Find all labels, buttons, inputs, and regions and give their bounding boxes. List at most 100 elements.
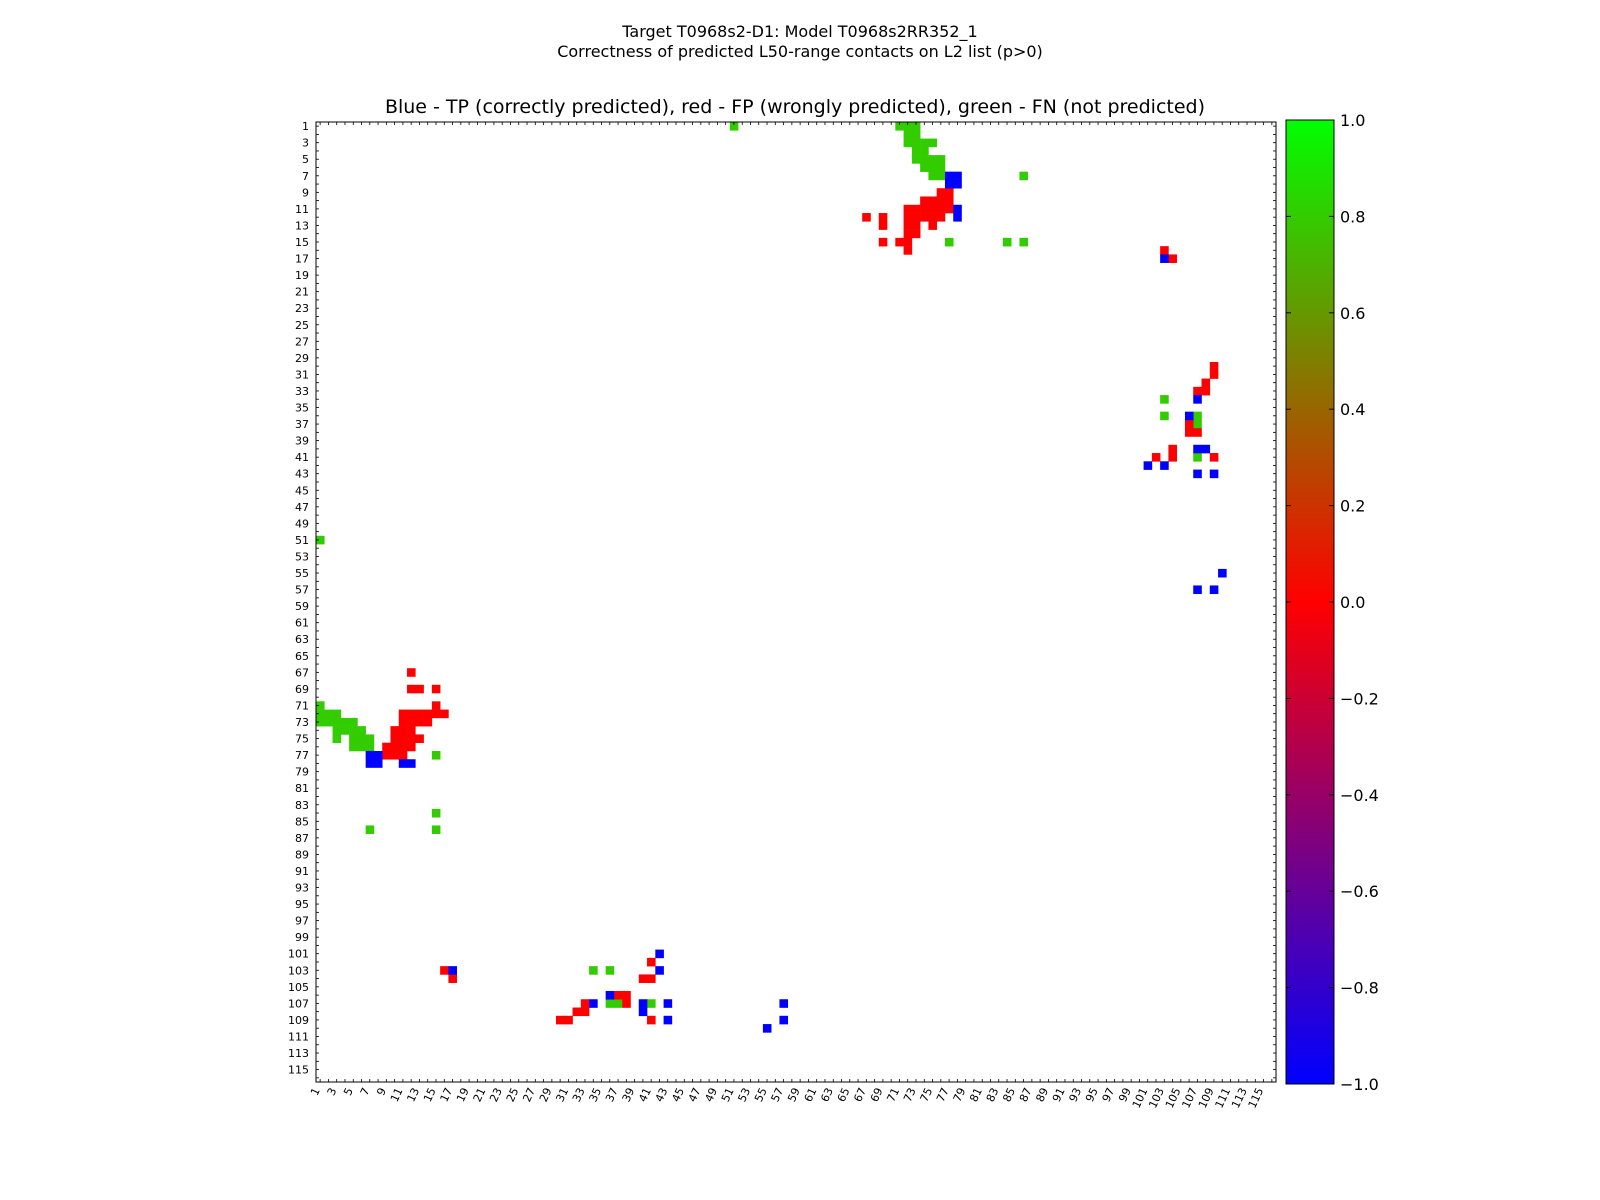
contact-cell-fp	[415, 684, 424, 694]
contact-cell-fp	[398, 750, 408, 760]
contact-cell-fn	[647, 999, 656, 1008]
y-tick-label: 5	[302, 153, 309, 166]
contact-cell-fp	[903, 204, 913, 214]
contact-cell-tp	[1143, 461, 1153, 470]
colorbar-tick-label: 0.2	[1340, 497, 1365, 516]
y-tick-label: 85	[295, 815, 309, 828]
contact-cell-fn	[903, 122, 913, 131]
contact-cell-fp	[622, 990, 631, 1000]
figure-title-line2: Correctness of predicted L50-range conta…	[557, 42, 1043, 61]
y-tick-label: 71	[295, 699, 309, 712]
x-tick-label: 55	[752, 1086, 770, 1104]
contact-cell-fp	[903, 237, 913, 247]
y-tick-label: 79	[295, 766, 309, 779]
axis-ticks: 1357911131517192123252729313335373941434…	[288, 120, 1276, 1110]
y-tick-label: 55	[295, 567, 309, 580]
contact-cell-fn	[316, 701, 325, 710]
y-tick-label: 91	[295, 865, 309, 878]
y-tick-label: 9	[302, 186, 309, 199]
contact-cell-tp	[663, 999, 673, 1008]
y-tick-label: 65	[295, 650, 309, 663]
contact-cell-fp	[398, 709, 408, 719]
contact-cell-fn	[365, 825, 375, 835]
plot-frame	[315, 121, 1277, 1083]
y-tick-label: 45	[295, 484, 309, 497]
x-tick-label: 75	[918, 1086, 936, 1104]
contact-cell-fp	[895, 237, 904, 247]
contact-cell-fn	[928, 155, 937, 164]
x-tick-label: 97	[1100, 1086, 1118, 1104]
x-tick-label: 13	[404, 1086, 422, 1104]
contact-cell-fp	[1209, 362, 1219, 371]
x-tick-label: 39	[620, 1086, 638, 1104]
x-tick-label: 31	[553, 1086, 571, 1104]
contact-cell-fn	[936, 155, 946, 164]
x-tick-label: 105	[1163, 1086, 1184, 1111]
contact-cell-fn	[1019, 237, 1029, 247]
contact-cell-fn	[349, 726, 358, 735]
contact-cell-fp	[398, 717, 408, 727]
contact-cell-fp	[1209, 370, 1219, 379]
y-tick-label: 75	[295, 733, 309, 746]
contact-cell-fp	[440, 709, 449, 719]
contact-cell-tp	[953, 179, 962, 189]
y-tick-label: 89	[295, 848, 309, 861]
y-tick-label: 57	[295, 584, 309, 597]
contact-cell-fn	[895, 122, 904, 131]
y-tick-label: 21	[295, 286, 309, 299]
x-tick-label: 23	[487, 1086, 505, 1104]
colorbar-tick-label: 0.6	[1340, 304, 1365, 323]
x-tick-label: 21	[471, 1086, 489, 1104]
contact-cell-fn	[324, 717, 333, 727]
y-tick-label: 3	[302, 137, 309, 150]
contact-cell-fn	[324, 709, 333, 719]
contact-cell-fp	[1184, 428, 1194, 437]
contact-cell-fn	[316, 717, 325, 727]
y-tick-label: 25	[295, 319, 309, 332]
contact-cell-fp	[415, 717, 424, 727]
contact-cell-fp	[862, 213, 871, 222]
y-tick-label: 67	[295, 666, 309, 679]
x-tick-label: 45	[669, 1086, 687, 1104]
contact-cell-fp	[407, 726, 416, 735]
y-tick-label: 95	[295, 898, 309, 911]
contact-cell-tp	[373, 750, 383, 760]
contact-cell-fp	[936, 196, 946, 206]
contact-cell-fn	[920, 155, 929, 164]
contact-cell-fp	[911, 213, 921, 222]
y-tick-label: 77	[295, 749, 309, 762]
y-tick-label: 37	[295, 418, 309, 431]
contact-cell-fp	[647, 1015, 656, 1025]
contact-cell-fn	[928, 138, 937, 148]
x-tick-label: 93	[1067, 1086, 1085, 1104]
contact-cell-fp	[1184, 419, 1194, 429]
colorbar: 1.0 0.8 0.6 0.4 0.2 0.0 −0.2 −0.4 −0.6 −0.8 −1.0	[1285, 111, 1379, 1094]
contact-cell-fp	[903, 213, 913, 222]
contact-cell-fp	[1168, 453, 1177, 462]
x-tick-label: 99	[1116, 1086, 1134, 1104]
contact-cell-fn	[928, 171, 937, 181]
contact-cell-fp	[928, 196, 937, 206]
contact-cell-fp	[878, 237, 888, 247]
contact-cell-fn	[613, 999, 623, 1008]
x-tick-label: 71	[884, 1086, 902, 1104]
contact-cell-tp	[605, 990, 615, 1000]
x-tick-label: 51	[719, 1086, 737, 1104]
contact-cell-fn	[928, 163, 937, 172]
contact-cell-fn	[357, 742, 366, 752]
contact-cell-fp	[398, 734, 408, 743]
contact-cell-fp	[382, 742, 391, 752]
contact-cell-fp	[928, 213, 937, 222]
contact-cell-tp	[448, 966, 457, 975]
x-tick-label: 67	[851, 1086, 869, 1104]
y-tick-label: 93	[295, 882, 309, 895]
contact-cell-fn	[316, 709, 325, 719]
contact-cell-tp	[638, 999, 648, 1008]
x-tick-label: 43	[653, 1086, 671, 1104]
contact-cell-fn	[1160, 411, 1169, 421]
contact-cell-tp	[944, 179, 954, 189]
contact-cell-fp	[398, 726, 408, 735]
contact-cell-fn	[431, 825, 441, 835]
contact-cell-fp	[1201, 378, 1211, 388]
contact-cell-fn	[1002, 237, 1012, 247]
